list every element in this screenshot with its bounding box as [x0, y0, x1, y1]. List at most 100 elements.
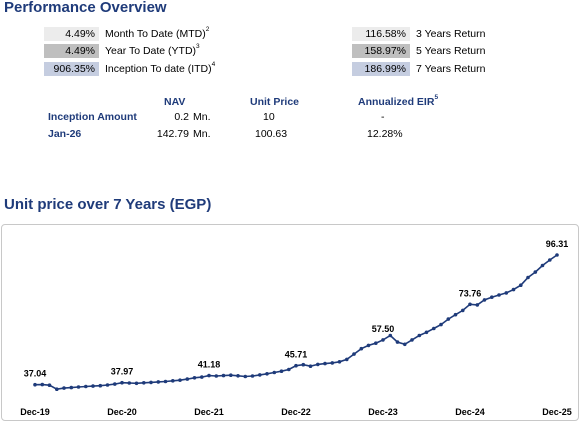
data-point	[359, 346, 364, 351]
data-point	[192, 376, 197, 380]
data-point	[62, 386, 66, 390]
data-point	[352, 352, 356, 356]
x-tick-label: Dec-20	[107, 407, 137, 417]
data-point	[533, 270, 538, 274]
data-point	[497, 293, 501, 297]
jan26-eir: 12.28%	[367, 128, 403, 140]
data-point	[453, 312, 458, 317]
data-point	[279, 369, 284, 373]
data-point	[403, 342, 407, 347]
data-point	[185, 377, 190, 381]
data-point	[468, 302, 472, 307]
unit-price-header: Unit Price	[250, 96, 300, 108]
data-point	[69, 385, 74, 390]
return-5y-row: 158.97% 5 Years Return	[352, 44, 485, 58]
data-point	[229, 373, 233, 377]
inception-unit-price: 10	[263, 111, 275, 123]
chart-title: Unit price over 7 Years (EGP)	[4, 196, 212, 213]
x-tick-label: Dec-23	[368, 407, 398, 417]
data-point	[410, 338, 414, 342]
data-label: 57.50	[372, 324, 395, 334]
data-point	[287, 367, 291, 372]
data-point	[366, 343, 371, 348]
data-point	[555, 253, 559, 257]
data-point	[475, 303, 480, 307]
ytd-row: 4.49% Year To Date (YTD)3	[44, 43, 200, 58]
data-point	[381, 338, 385, 342]
data-point	[388, 333, 393, 338]
return-3y-value: 116.58%	[352, 27, 410, 41]
itd-label: Inception To date (ITD)4	[105, 61, 216, 75]
data-point	[439, 322, 443, 327]
data-point	[243, 374, 248, 379]
data-point	[345, 357, 349, 362]
unit-price-line-chart: 37.04 37.97 41.18 45.71 57.50 73.76 96.31 Dec-1…	[20, 239, 572, 417]
x-tick-label: Dec-21	[194, 407, 224, 417]
data-point	[76, 385, 81, 389]
jan26-row-label: Jan-26	[48, 128, 82, 140]
data-label: 73.76	[459, 288, 482, 298]
data-point	[250, 374, 255, 378]
inception-row-label: Inception Amount	[48, 111, 137, 123]
data-point	[482, 298, 487, 302]
jan26-nav-value: 142.79	[156, 128, 189, 140]
ytd-label: Year To Date (YTD)3	[105, 43, 200, 57]
data-point	[178, 378, 182, 382]
return-5y-value: 158.97%	[352, 44, 410, 58]
data-point	[149, 380, 153, 385]
data-point	[163, 379, 168, 384]
jan26-nav-unit: Mn.	[193, 128, 211, 140]
data-point	[258, 373, 262, 377]
data-point	[417, 333, 422, 338]
data-point	[200, 375, 204, 379]
data-point	[540, 263, 545, 268]
data-point	[330, 361, 335, 365]
data-point	[214, 374, 219, 378]
data-point	[511, 287, 516, 292]
return-3y-row: 116.58% 3 Years Return	[352, 27, 485, 41]
x-tick-label: Dec-24	[455, 407, 485, 417]
data-label: 37.97	[111, 367, 134, 377]
data-label: 96.31	[546, 239, 569, 249]
data-point	[236, 374, 240, 378]
data-point	[120, 380, 124, 385]
jan26-unit-price: 100.63	[255, 128, 288, 140]
inception-eir: -	[381, 111, 385, 123]
return-7y-row: 186.99% 7 Years Return	[352, 62, 485, 76]
data-point	[127, 381, 132, 385]
performance-overview-title: Performance Overview	[4, 0, 167, 16]
inception-nav-unit: Mn.	[193, 111, 211, 123]
mtd-row: 4.49% Month To Date (MTD)2	[44, 26, 209, 41]
data-point	[55, 387, 59, 391]
data-point	[395, 340, 400, 344]
data-point	[294, 363, 298, 368]
data-point	[265, 372, 269, 376]
data-point	[548, 258, 552, 262]
x-tick-label: Dec-22	[281, 407, 311, 417]
ytd-value: 4.49%	[44, 44, 99, 58]
x-tick-label: Dec-25	[542, 407, 572, 417]
data-point	[424, 330, 429, 335]
itd-row: 906.35% Inception To date (ITD)4	[44, 61, 216, 76]
data-point	[308, 364, 313, 368]
chart-frame: 37.04 37.97 41.18 45.71 57.50 73.76 96.31 Dec-1…	[1, 224, 579, 421]
data-point	[156, 380, 161, 384]
eir-header: Annualized EIR5	[358, 94, 439, 108]
data-point	[490, 295, 494, 299]
itd-value: 906.35%	[44, 62, 99, 76]
data-point	[142, 381, 146, 385]
data-point	[316, 362, 320, 367]
data-label: 45.71	[285, 350, 308, 360]
mtd-value: 4.49%	[44, 27, 99, 41]
return-5y-label: 5 Years Return	[416, 45, 486, 57]
data-point	[526, 275, 530, 280]
return-7y-label: 7 Years Return	[416, 63, 486, 75]
return-7y-value: 186.99%	[352, 62, 410, 76]
data-point	[207, 373, 211, 378]
data-point	[432, 326, 436, 331]
data-point	[91, 384, 95, 388]
data-point	[221, 373, 226, 378]
return-3y-label: 3 Years Return	[416, 28, 486, 40]
data-point	[84, 384, 88, 389]
data-point	[446, 317, 451, 321]
